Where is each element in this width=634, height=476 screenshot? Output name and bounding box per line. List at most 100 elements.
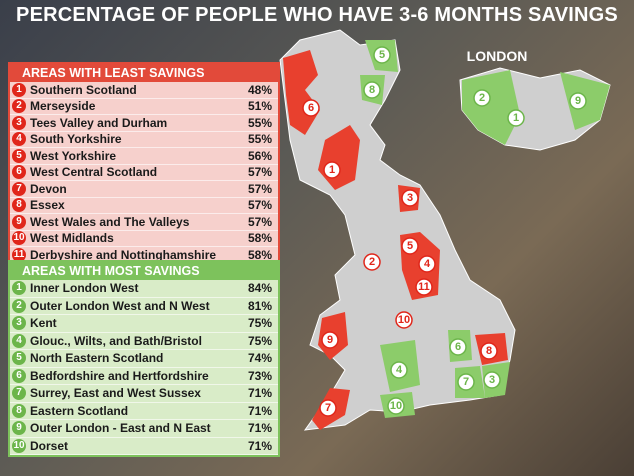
area-value: 51% [247, 99, 272, 114]
map-marker-label: 4 [396, 364, 403, 376]
area-name: West Wales and The Valleys [30, 214, 190, 229]
area-name: Tees Valley and Durham [30, 115, 168, 130]
area-name: Dorset [30, 438, 69, 453]
rank-badge: 3 [12, 115, 26, 130]
area-name: Essex [30, 198, 65, 213]
list-row: 5 North Eastern Scotland 74% [10, 350, 278, 368]
rank-badge: 1 [12, 82, 26, 97]
rank-badge: 9 [12, 421, 26, 436]
rank-badge: 10 [12, 438, 26, 453]
rank-badge: 8 [12, 403, 26, 418]
map-marker [401, 237, 419, 255]
rank-badge: 2 [12, 99, 26, 114]
map-marker [449, 338, 467, 356]
map-marker [418, 255, 436, 273]
map-marker [457, 373, 475, 391]
area-value: 58% [247, 247, 272, 262]
area-value: 71% [247, 421, 272, 436]
map-marker-label: 9 [327, 334, 333, 346]
rank-badge: 1 [12, 281, 26, 296]
area-name: Kent [30, 316, 57, 331]
rank-badge: 10 [12, 231, 26, 246]
map-marker-label: 3 [407, 192, 413, 204]
area-name: Bedfordshire and Hertfordshire [30, 368, 209, 383]
list-row: 6 West Central Scotland 57% [10, 165, 278, 181]
map-marker-label: 9 [575, 95, 581, 107]
area-value: 75% [247, 316, 272, 331]
list-row: 1 Inner London West 84% [10, 280, 278, 298]
area-value: 56% [247, 148, 272, 163]
area-name: Glouc., Wilts, and Bath/Bristol [30, 333, 202, 348]
area-value: 55% [247, 115, 272, 130]
rank-badge: 3 [12, 316, 26, 331]
map-marker-label: 1 [329, 164, 335, 176]
most-panel: AREAS WITH MOST SAVINGS 1 Inner London We… [8, 260, 280, 457]
map-marker-label: 3 [489, 374, 495, 386]
area-value: 73% [247, 368, 272, 383]
area-value: 55% [247, 132, 272, 147]
area-value: 81% [247, 298, 272, 313]
list-row: 6 Bedfordshire and Hertfordshire 73% [10, 368, 278, 385]
rank-badge: 9 [12, 214, 26, 229]
list-row: 7 Surrey, East and West Sussex 71% [10, 385, 278, 403]
list-row: 8 Essex 57% [10, 198, 278, 214]
area-value: 74% [247, 351, 272, 366]
area-value: 57% [247, 165, 272, 180]
list-row: 7 Devon 57% [10, 181, 278, 198]
area-name: Surrey, East and West Sussex [30, 386, 201, 401]
map-marker-label: 5 [379, 49, 385, 61]
map-marker [323, 161, 341, 179]
map-marker-label: 6 [308, 102, 314, 114]
panel-heading: AREAS WITH MOST SAVINGS [10, 262, 278, 280]
map-marker [401, 189, 419, 207]
rank-badge: 4 [12, 132, 26, 147]
map-marker [373, 46, 391, 64]
map-marker-label: 8 [486, 345, 492, 357]
inset-label: LONDON [467, 48, 528, 64]
area-name: South Yorkshire [30, 132, 122, 147]
list-row: 8 Eastern Scotland 71% [10, 403, 278, 420]
list-row: 4 Glouc., Wilts, and Bath/Bristol 75% [10, 333, 278, 350]
map-marker [569, 92, 587, 110]
area-value: 57% [247, 181, 272, 196]
rank-badge: 5 [12, 148, 26, 163]
title: PERCENTAGE OF PEOPLE WHO HAVE 3-6 MONTHS… [16, 4, 618, 26]
area-name: North Eastern Scotland [30, 351, 164, 366]
rank-badge: 11 [12, 247, 26, 262]
rank-badge: 6 [12, 165, 26, 180]
area-name: Merseyside [30, 99, 96, 114]
area-value: 71% [247, 438, 272, 453]
rank-badge: 4 [12, 333, 26, 348]
rank-badge: 5 [12, 351, 26, 366]
panel-heading: AREAS WITH LEAST SAVINGS [10, 64, 278, 82]
area-value: 71% [247, 386, 272, 401]
list-row: 4 South Yorkshire 55% [10, 132, 278, 148]
region-green [462, 70, 520, 145]
map-marker [321, 331, 339, 349]
map-marker-label: 8 [369, 84, 375, 96]
map-marker-label: 10 [390, 400, 402, 412]
area-name: Southern Scotland [30, 82, 137, 97]
list-row: 10 Dorset 71% [10, 438, 278, 455]
map-marker [363, 81, 381, 99]
map-marker [387, 397, 405, 415]
area-name: Outer London - East and N East [30, 421, 211, 436]
map-marker [302, 99, 320, 117]
area-value: 57% [247, 198, 272, 213]
area-name: Outer London West and N West [30, 298, 210, 313]
area-value: 58% [247, 231, 272, 246]
list-row: 9 Outer London - East and N East 71% [10, 420, 278, 438]
list-row: 9 West Wales and The Valleys 57% [10, 214, 278, 231]
rank-badge: 7 [12, 386, 26, 401]
area-value: 48% [247, 82, 272, 97]
map-marker-label: 4 [424, 258, 431, 270]
area-name: Devon [30, 181, 67, 196]
rank-badge: 7 [12, 181, 26, 196]
map-marker [483, 371, 501, 389]
list-row: 2 Outer London West and N West 81% [10, 298, 278, 315]
map-marker [319, 399, 337, 417]
map-marker [415, 278, 433, 296]
area-value: 71% [247, 403, 272, 418]
